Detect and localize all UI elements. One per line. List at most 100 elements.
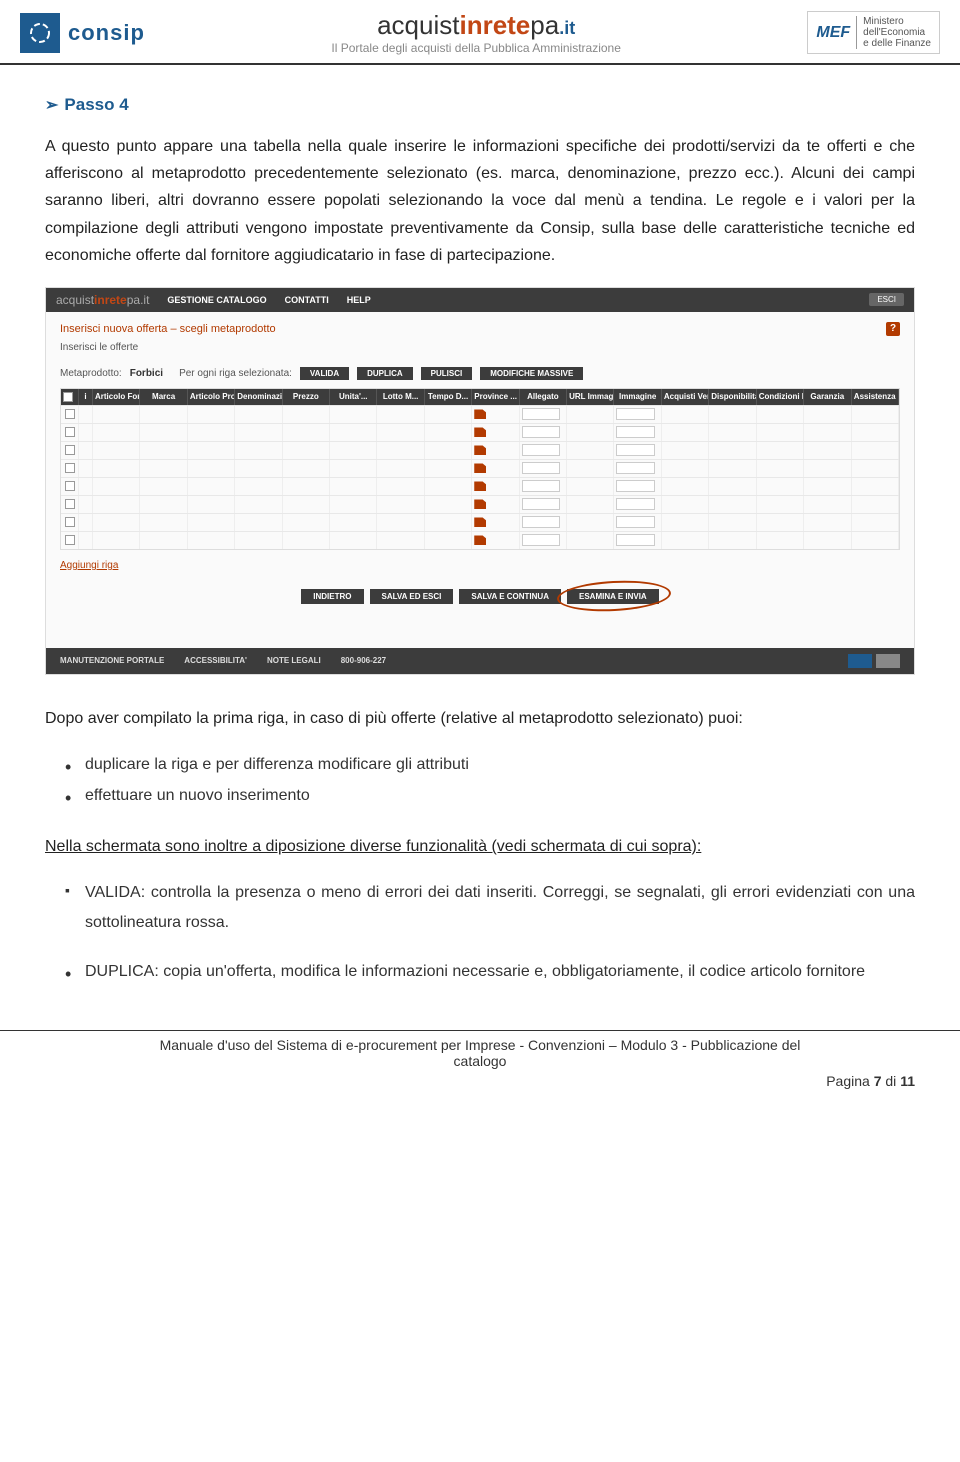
table-cell[interactable]: [614, 442, 661, 459]
table-cell[interactable]: [188, 478, 235, 495]
document-icon[interactable]: [474, 535, 486, 545]
cell-input[interactable]: [522, 462, 560, 474]
table-cell[interactable]: [852, 514, 899, 531]
table-cell[interactable]: [472, 406, 519, 423]
table-cell[interactable]: [757, 406, 804, 423]
table-cell[interactable]: [283, 496, 330, 513]
table-cell[interactable]: [709, 406, 756, 423]
cell-input[interactable]: [522, 480, 560, 492]
table-cell[interactable]: [567, 496, 614, 513]
row-checkbox[interactable]: [65, 481, 75, 491]
row-checkbox[interactable]: [65, 499, 75, 509]
table-cell[interactable]: [425, 496, 472, 513]
table-cell[interactable]: [709, 424, 756, 441]
table-cell[interactable]: [235, 460, 282, 477]
table-cell[interactable]: [330, 442, 377, 459]
table-cell[interactable]: [235, 532, 282, 549]
table-cell[interactable]: [709, 496, 756, 513]
table-cell[interactable]: [283, 478, 330, 495]
table-cell[interactable]: [425, 406, 472, 423]
pulisci-button[interactable]: PULISCI: [421, 367, 473, 380]
table-cell[interactable]: [567, 478, 614, 495]
table-cell[interactable]: [804, 496, 851, 513]
footer-accessibilita[interactable]: ACCESSIBILITA': [184, 656, 247, 665]
table-cell[interactable]: [377, 478, 424, 495]
table-cell[interactable]: [520, 442, 567, 459]
table-cell[interactable]: [757, 532, 804, 549]
cell-input[interactable]: [522, 516, 560, 528]
footer-manutenzione[interactable]: MANUTENZIONE PORTALE: [60, 656, 164, 665]
table-cell[interactable]: [140, 424, 187, 441]
table-cell[interactable]: [425, 460, 472, 477]
document-icon[interactable]: [474, 463, 486, 473]
table-cell[interactable]: [472, 460, 519, 477]
table-cell[interactable]: [140, 532, 187, 549]
table-cell[interactable]: [614, 532, 661, 549]
table-cell[interactable]: [377, 532, 424, 549]
select-all-checkbox[interactable]: [63, 392, 73, 402]
table-cell[interactable]: [709, 442, 756, 459]
table-cell[interactable]: [330, 406, 377, 423]
table-cell[interactable]: [93, 460, 140, 477]
table-cell[interactable]: [140, 496, 187, 513]
cell-input[interactable]: [522, 408, 560, 420]
table-cell[interactable]: [472, 496, 519, 513]
table-cell[interactable]: [472, 424, 519, 441]
table-cell[interactable]: [377, 514, 424, 531]
cell-input[interactable]: [616, 480, 654, 492]
nav-gestione-catalogo[interactable]: GESTIONE CATALOGO: [167, 295, 266, 305]
table-cell[interactable]: [852, 424, 899, 441]
table-cell[interactable]: [330, 532, 377, 549]
info-icon[interactable]: i: [79, 389, 93, 405]
table-cell[interactable]: [757, 514, 804, 531]
cell-input[interactable]: [522, 534, 560, 546]
table-cell[interactable]: [235, 514, 282, 531]
table-cell[interactable]: [425, 532, 472, 549]
table-cell[interactable]: [472, 514, 519, 531]
table-cell[interactable]: [235, 442, 282, 459]
table-cell[interactable]: [567, 514, 614, 531]
cell-input[interactable]: [616, 408, 654, 420]
esamina-invia-button[interactable]: ESAMINA E INVIA: [567, 589, 659, 604]
table-cell[interactable]: [852, 442, 899, 459]
document-icon[interactable]: [474, 445, 486, 455]
document-icon[interactable]: [474, 499, 486, 509]
row-checkbox[interactable]: [65, 463, 75, 473]
document-icon[interactable]: [474, 517, 486, 527]
table-cell[interactable]: [425, 424, 472, 441]
table-cell[interactable]: [235, 424, 282, 441]
table-cell[interactable]: [804, 442, 851, 459]
cell-input[interactable]: [616, 516, 654, 528]
table-cell[interactable]: [614, 406, 661, 423]
table-cell[interactable]: [757, 460, 804, 477]
logout-button[interactable]: ESCI: [869, 293, 904, 306]
valida-button[interactable]: VALIDA: [300, 367, 349, 380]
table-cell[interactable]: [330, 496, 377, 513]
table-cell[interactable]: [472, 532, 519, 549]
table-cell[interactable]: [188, 424, 235, 441]
table-cell[interactable]: [757, 424, 804, 441]
table-cell[interactable]: [472, 478, 519, 495]
cell-input[interactable]: [616, 462, 654, 474]
table-cell[interactable]: [614, 514, 661, 531]
table-cell[interactable]: [852, 460, 899, 477]
table-cell[interactable]: [377, 406, 424, 423]
table-cell[interactable]: [425, 442, 472, 459]
cell-input[interactable]: [616, 426, 654, 438]
table-cell[interactable]: [330, 424, 377, 441]
cell-input[interactable]: [522, 498, 560, 510]
table-cell[interactable]: [804, 478, 851, 495]
table-cell[interactable]: [520, 532, 567, 549]
table-cell[interactable]: [188, 532, 235, 549]
table-cell[interactable]: [662, 424, 709, 441]
table-cell[interactable]: [614, 424, 661, 441]
help-icon[interactable]: ?: [886, 322, 900, 336]
table-cell[interactable]: [614, 478, 661, 495]
table-cell[interactable]: [567, 406, 614, 423]
table-cell[interactable]: [520, 496, 567, 513]
row-checkbox[interactable]: [65, 427, 75, 437]
table-cell[interactable]: [93, 514, 140, 531]
table-cell[interactable]: [283, 406, 330, 423]
table-cell[interactable]: [330, 478, 377, 495]
table-cell[interactable]: [425, 514, 472, 531]
